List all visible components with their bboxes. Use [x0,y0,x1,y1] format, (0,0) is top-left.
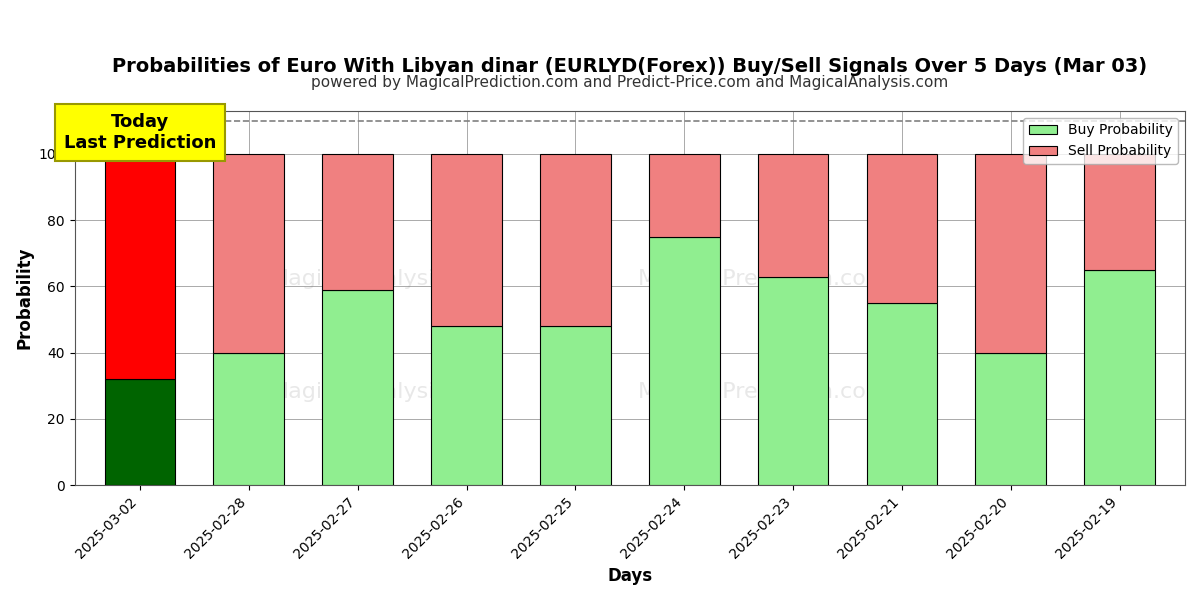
Bar [976,154,1046,353]
Bar [649,154,720,237]
Bar [323,290,394,485]
X-axis label: Days: Days [607,567,653,585]
Bar [866,154,937,303]
Text: powered by MagicalPrediction.com and Predict-Price.com and MagicalAnalysis.com: powered by MagicalPrediction.com and Pre… [311,75,948,90]
Bar [214,353,284,485]
Bar [1085,154,1156,270]
Text: MagicalAnalysis.com: MagicalAnalysis.com [270,382,502,401]
Text: MagicalAnalysis.com: MagicalAnalysis.com [270,269,502,289]
Text: MagicalPrediction.com: MagicalPrediction.com [638,269,888,289]
Bar [540,154,611,326]
Text: Today
Last Prediction: Today Last Prediction [64,113,216,152]
Bar [757,277,828,485]
Bar [214,154,284,353]
Y-axis label: Probability: Probability [16,247,34,349]
Bar [104,379,175,485]
Bar [976,353,1046,485]
Bar [1085,270,1156,485]
Title: Probabilities of Euro With Libyan dinar (EURLYD(Forex)) Buy/Sell Signals Over 5 : Probabilities of Euro With Libyan dinar … [113,57,1147,76]
Bar [757,154,828,277]
Bar [866,303,937,485]
Legend: Buy Probability, Sell Probability: Buy Probability, Sell Probability [1024,118,1178,164]
Bar [323,154,394,290]
Bar [104,154,175,379]
Bar [431,154,502,326]
Bar [540,326,611,485]
Bar [649,237,720,485]
Bar [431,326,502,485]
Text: MagicalPrediction.com: MagicalPrediction.com [638,382,888,401]
